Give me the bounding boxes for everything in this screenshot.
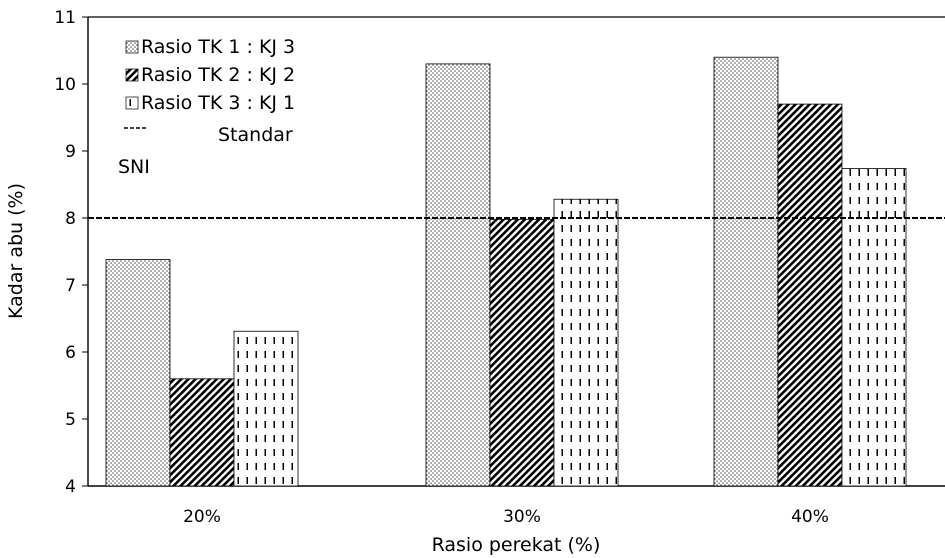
y-axis-title: Kadar abu (%) — [5, 183, 27, 319]
y-tick-label: 8 — [65, 209, 76, 229]
bar-30pct-series-2 — [489, 218, 555, 487]
legend-label-3: Rasio TK 3 : KJ 1 — [141, 92, 295, 114]
bar-20pct-series-2 — [169, 378, 235, 487]
legend-label-1: Rasio TK 1 : KJ 3 — [141, 36, 295, 58]
x-axis-title: Rasio perekat (%) — [432, 534, 601, 556]
x-tick-labels: 20% 30% 40% — [183, 507, 829, 527]
x-tick-label: 30% — [503, 507, 541, 527]
legend-label-standard: Standar — [218, 124, 293, 146]
bar-30pct-series-1 — [425, 63, 491, 487]
x-tick-label: 40% — [791, 507, 829, 527]
legend: Rasio TK 1 : KJ 3 Rasio TK 2 : KJ 2 Rasi… — [118, 36, 295, 178]
y-tick-label: 7 — [65, 276, 76, 296]
bar-40pct-series-3 — [841, 168, 907, 487]
bar-30pct-series-3 — [553, 198, 619, 487]
y-tick-label: 9 — [65, 142, 76, 162]
legend-label-2: Rasio TK 2 : KJ 2 — [141, 64, 295, 86]
y-tick-label: 4 — [65, 477, 76, 497]
bar-20pct-series-1 — [105, 259, 171, 487]
bars — [105, 56, 907, 487]
y-tick-label: 6 — [65, 343, 76, 363]
bar-40pct-series-1 — [713, 56, 779, 487]
bar-40pct-series-2 — [777, 103, 843, 487]
y-tick-labels: 4 5 6 7 8 9 10 11 — [54, 8, 88, 497]
legend-swatch-2 — [125, 68, 139, 82]
y-tick-label: 5 — [65, 410, 76, 430]
y-tick-label: 11 — [54, 8, 76, 28]
x-tick-label: 20% — [183, 507, 221, 527]
bar-20pct-series-3 — [233, 330, 299, 487]
legend-swatch-1 — [125, 40, 139, 54]
legend-swatch-3 — [125, 96, 139, 110]
legend-label-sni: SNI — [118, 156, 150, 178]
y-tick-label: 10 — [54, 75, 76, 95]
